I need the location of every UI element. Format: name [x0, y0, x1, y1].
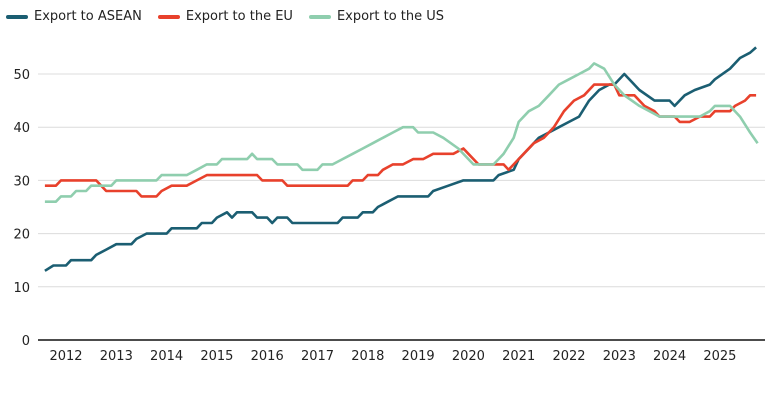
legend-label: Export to the US	[336, 9, 445, 24]
x-tick-label: 2024	[653, 349, 686, 364]
x-tick-label: 2020	[452, 349, 485, 364]
legend-swatch	[6, 14, 28, 19]
x-tick-label: 2025	[703, 349, 736, 364]
x-tick-label: 2014	[150, 349, 183, 364]
y-tick-label: 10	[13, 281, 30, 296]
legend-item-asean: Export to ASEAN	[6, 9, 142, 24]
x-tick-label: 2023	[603, 349, 636, 364]
x-tick-label: 2013	[100, 349, 133, 364]
legend-item-us: Export to the US	[308, 9, 445, 24]
x-tick-label: 2017	[301, 349, 334, 364]
x-tick-label: 2018	[351, 349, 384, 364]
y-tick-label: 50	[13, 68, 30, 83]
y-tick-label: 0	[22, 334, 30, 349]
series-line-us	[44, 62, 759, 203]
legend-label: Export to ASEAN	[34, 9, 142, 24]
legend: Export to ASEAN Export to the EU Export …	[6, 9, 444, 24]
y-tick-label: 40	[13, 121, 30, 136]
x-tick-label: 2019	[402, 349, 435, 364]
series-line-asean	[44, 46, 757, 272]
legend-item-eu: Export to the EU	[157, 9, 293, 24]
legend-swatch	[308, 14, 331, 19]
x-tick-label: 2012	[49, 349, 82, 364]
legend-swatch	[157, 14, 180, 19]
y-tick-label: 20	[13, 228, 30, 243]
x-tick-label: 2022	[552, 349, 585, 364]
x-tick-label: 2021	[502, 349, 535, 364]
legend-label: Export to the EU	[185, 9, 293, 24]
y-tick-label: 30	[13, 174, 30, 189]
x-tick-label: 2016	[251, 349, 284, 364]
x-tick-label: 2015	[200, 349, 233, 364]
